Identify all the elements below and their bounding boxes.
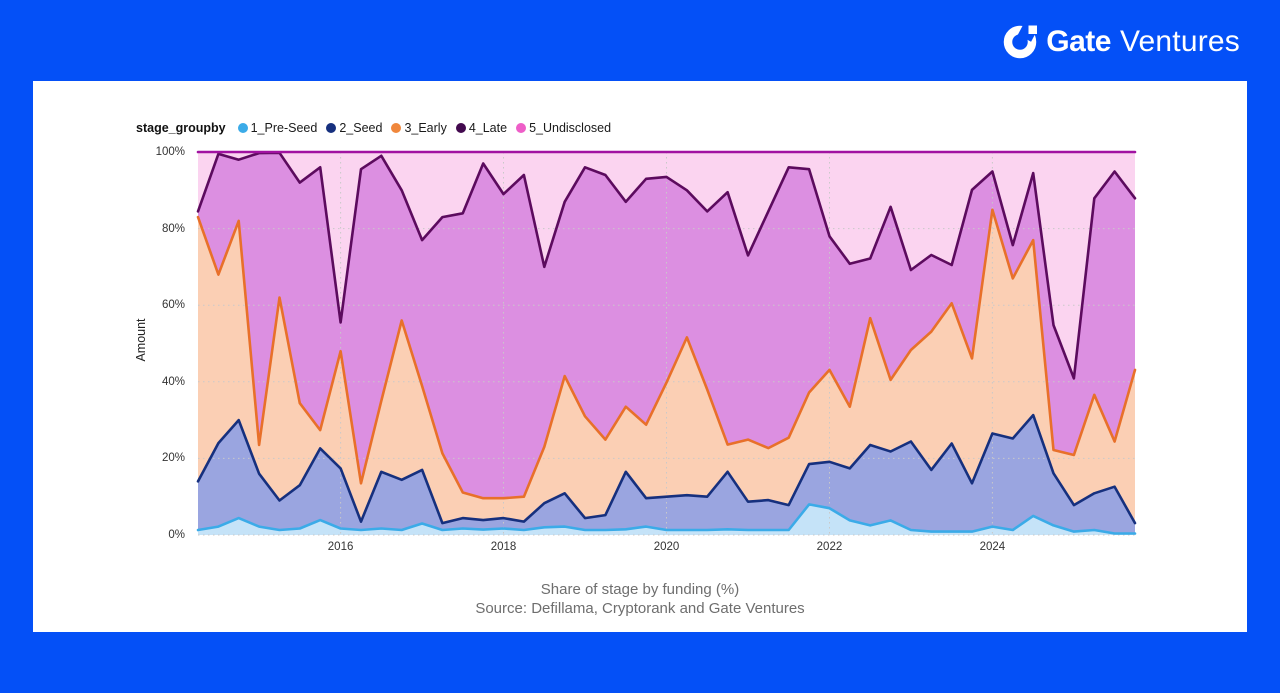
legend-item-3_Early: 3_Early (391, 121, 447, 135)
stacked-area-plot (196, 150, 1137, 536)
x-tick-2016: 2016 (327, 541, 354, 553)
legend-title: stage_groupby (136, 121, 226, 135)
x-tick-2020: 2020 (653, 541, 680, 553)
legend-dot-icon (455, 123, 466, 133)
legend-dot-icon (516, 123, 527, 133)
y-tick-100%: 100% (155, 146, 185, 158)
legend-item-label: 1_Pre-Seed (250, 121, 318, 135)
y-tick-60%: 60% (161, 299, 185, 312)
stacked-area-svg (196, 150, 1137, 536)
gate-ventures-logo: Gate Ventures (1003, 24, 1240, 59)
legend-item-label: 2_Seed (339, 121, 383, 135)
legend-dot-icon (391, 123, 402, 133)
y-tick-20%: 20% (161, 452, 185, 465)
x-tick-2024: 2024 (979, 541, 1006, 553)
line-3_Early (196, 208, 1137, 500)
legend-item-4_Late: 4_Late (455, 121, 508, 135)
chart-title: Share of stage by funding (%) (540, 581, 740, 598)
line-2_Seed (196, 413, 1137, 525)
legend-dot-icon (237, 123, 248, 133)
y-tick-0%: 0% (168, 529, 185, 541)
chart-card: stage_groupby 1_Pre-Seed 2_Seed 3_Early 4_L… (33, 81, 1247, 632)
legend-dot-icon (326, 123, 337, 133)
gate-ring-icon (1003, 24, 1038, 59)
legend-item-1_Pre-Seed: 1_Pre-Seed (237, 121, 318, 135)
y-tick-80%: 80% (161, 222, 185, 235)
area-2_Seed (198, 415, 1135, 534)
logo-suffix-text: Ventures (1119, 24, 1240, 58)
legend: stage_groupby 1_Pre-Seed 2_Seed 3_Early 4_L… (136, 121, 620, 135)
line-4_Late (196, 151, 1137, 380)
legend-item-label: 3_Early (404, 121, 447, 135)
y-axis-title: Amount (134, 318, 148, 362)
area-3_Early (198, 209, 1135, 524)
legend-item-5_Undisclosed: 5_Undisclosed (516, 121, 611, 135)
area-5_Undisclosed (198, 152, 1135, 379)
y-tick-40%: 40% (161, 375, 185, 388)
legend-item-label: 5_Undisclosed (529, 121, 612, 135)
x-tick-2018: 2018 (490, 541, 517, 553)
legend-item-2_Seed: 2_Seed (326, 121, 382, 135)
x-tick-2022: 2022 (816, 541, 843, 553)
chart-source: Source: Defillama, Cryptorank and Gate V… (475, 600, 805, 617)
logo-brand-text: Gate (1046, 24, 1111, 58)
line-1_Pre-Seed (196, 503, 1137, 535)
legend-item-label: 4_Late (468, 121, 508, 135)
